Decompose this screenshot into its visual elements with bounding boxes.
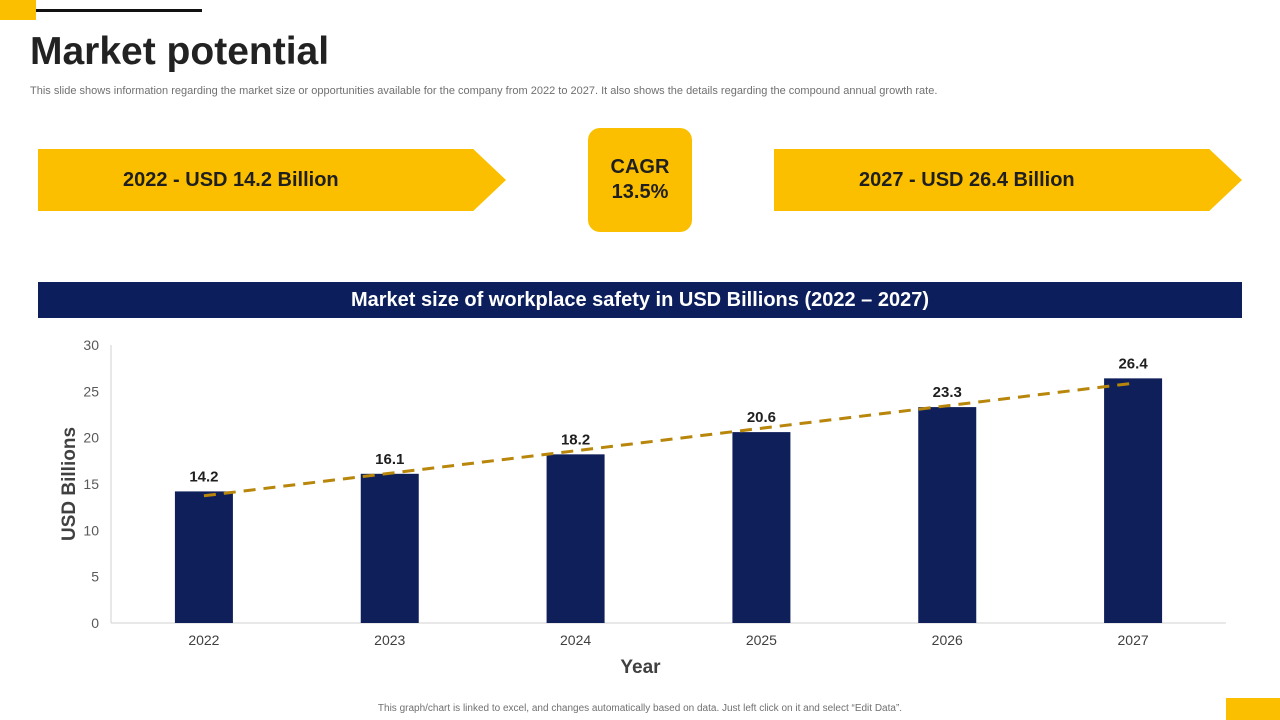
corner-accent-top bbox=[0, 0, 36, 20]
x-tick-label: 2027 bbox=[1118, 632, 1149, 648]
data-label: 18.2 bbox=[561, 431, 590, 448]
bar-2025[interactable] bbox=[732, 432, 791, 623]
footnote: This graph/chart is linked to excel, and… bbox=[377, 703, 903, 714]
end-value-text: 2027 - USD 26.4 Billion bbox=[859, 168, 1075, 191]
start-value-text: 2022 - USD 14.2 Billion bbox=[123, 168, 339, 191]
y-tick-label: 20 bbox=[83, 430, 99, 446]
y-tick-label: 15 bbox=[83, 476, 99, 492]
bar-2024[interactable] bbox=[546, 454, 605, 623]
chart-title-bar: Market size of workplace safety in USD B… bbox=[38, 282, 1242, 318]
data-label: 16.1 bbox=[375, 451, 404, 468]
x-tick-label: 2022 bbox=[188, 632, 219, 648]
cagr-badge: CAGR 13.5% bbox=[588, 128, 692, 232]
data-label: 14.2 bbox=[189, 468, 218, 485]
x-tick-label: 2024 bbox=[560, 632, 591, 648]
x-axis-title: Year bbox=[620, 657, 661, 678]
cagr-label: CAGR bbox=[610, 156, 670, 178]
top-rule bbox=[36, 9, 202, 12]
data-label: 26.4 bbox=[1118, 355, 1148, 372]
x-tick-label: 2025 bbox=[746, 632, 777, 648]
bar-2022[interactable] bbox=[174, 491, 233, 623]
y-tick-label: 30 bbox=[83, 337, 99, 353]
bar-2026[interactable] bbox=[918, 407, 977, 623]
bar-2023[interactable] bbox=[360, 473, 419, 623]
y-tick-label: 0 bbox=[91, 615, 99, 631]
chart-title: Market size of workplace safety in USD B… bbox=[350, 288, 929, 311]
start-value-banner: 2022 - USD 14.2 Billion bbox=[38, 149, 506, 211]
trendline bbox=[203, 381, 1134, 498]
y-tick-label: 25 bbox=[83, 383, 99, 399]
y-tick-label: 5 bbox=[91, 569, 99, 585]
data-label: 23.3 bbox=[933, 384, 962, 401]
cagr-value: 13.5% bbox=[611, 181, 669, 203]
page-title: Market potential bbox=[30, 30, 330, 73]
x-tick-label: 2023 bbox=[374, 632, 405, 648]
data-label: 20.6 bbox=[747, 409, 776, 426]
end-value-banner: 2027 - USD 26.4 Billion bbox=[774, 149, 1242, 211]
page-subtitle: This slide shows information regarding t… bbox=[30, 85, 938, 97]
bar-2027[interactable] bbox=[1104, 378, 1163, 623]
y-axis-title: USD Billions bbox=[59, 427, 80, 541]
y-tick-label: 10 bbox=[83, 522, 99, 538]
corner-accent-bottom bbox=[1226, 698, 1280, 720]
x-tick-label: 2026 bbox=[932, 632, 963, 648]
bar-chart[interactable]: 05101520253014.2202216.1202318.2202420.6… bbox=[0, 320, 1280, 680]
